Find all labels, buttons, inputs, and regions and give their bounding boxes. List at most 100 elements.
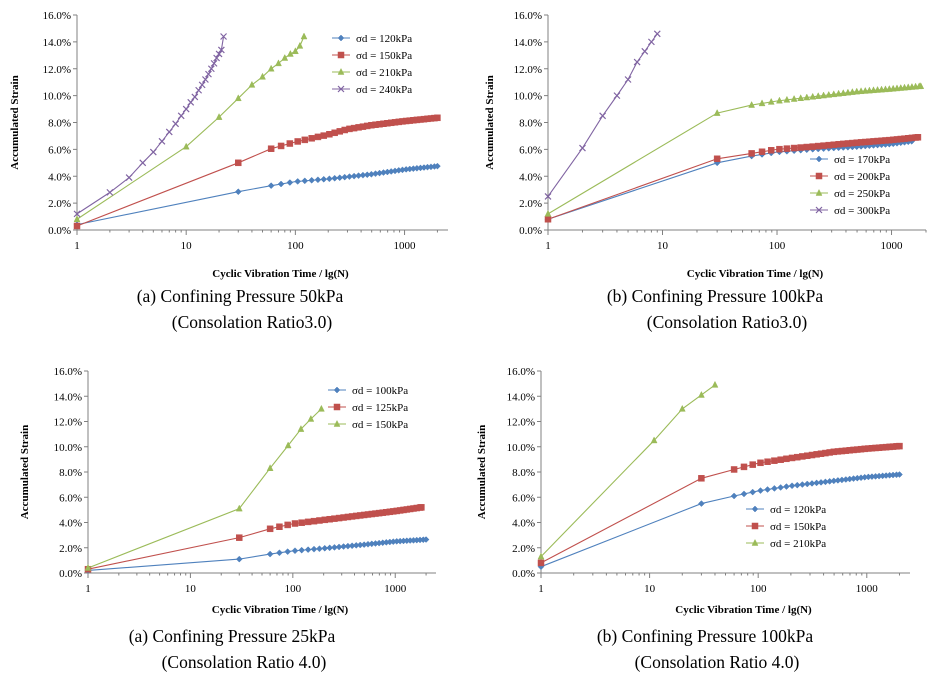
data-point bbox=[771, 485, 778, 492]
y-tick-label: 4.0% bbox=[512, 518, 535, 530]
data-point bbox=[73, 222, 81, 230]
data-point bbox=[757, 487, 764, 494]
panel-caption: (Consolation Ratio3.0) bbox=[172, 312, 333, 332]
panel-caption: (Consolation Ratio3.0) bbox=[647, 312, 808, 332]
data-point bbox=[844, 88, 852, 96]
data-point bbox=[304, 518, 312, 526]
data-point bbox=[740, 490, 748, 498]
y-axis-title: Accumulated Strain bbox=[476, 425, 488, 519]
x-tick-label: 100 bbox=[769, 240, 786, 252]
data-point bbox=[537, 552, 545, 560]
legend-label: σd = 150kPa bbox=[352, 419, 408, 431]
chart-panel-a-25kpa: 0.0% 2.0% 4.0% 6.0% 8.0% 10.0% 12.0% 14.0% 16.0%… bbox=[19, 366, 436, 672]
series-line bbox=[76, 36, 225, 215]
x-axis-title: Cyclic Vibration Time / lg(N) bbox=[675, 604, 812, 616]
data-point bbox=[314, 176, 322, 184]
y-axis-title: Accumulated Strain bbox=[9, 75, 21, 169]
data-point bbox=[300, 32, 308, 40]
legend-marker bbox=[815, 188, 823, 196]
y-tick-label: 2.0% bbox=[519, 198, 542, 210]
data-point bbox=[106, 188, 114, 196]
data-point bbox=[286, 179, 294, 186]
data-point bbox=[793, 481, 801, 489]
legend-marker bbox=[815, 155, 823, 163]
x-axis-title: Cyclic Vibration Time / lg(N) bbox=[687, 268, 824, 280]
data-point bbox=[613, 92, 621, 100]
panel-caption: (a) Confining Pressure 50kPa bbox=[137, 286, 344, 306]
data-point bbox=[291, 47, 299, 55]
series-green bbox=[544, 82, 925, 217]
data-point bbox=[713, 109, 721, 116]
legend-marker bbox=[815, 172, 823, 180]
data-point bbox=[321, 544, 329, 552]
y-tick-label: 16.0% bbox=[514, 10, 542, 22]
x-tick-label: 1 bbox=[538, 583, 544, 595]
y-tick-label: 8.0% bbox=[519, 118, 542, 130]
data-point bbox=[740, 463, 748, 471]
x-tick-label: 10 bbox=[657, 240, 669, 252]
data-point bbox=[758, 99, 766, 107]
data-point bbox=[764, 486, 771, 493]
data-point bbox=[307, 414, 315, 422]
data-point bbox=[776, 96, 783, 104]
series-red bbox=[84, 504, 425, 573]
data-point bbox=[730, 492, 738, 500]
data-point bbox=[217, 46, 225, 54]
data-point bbox=[749, 461, 756, 468]
data-point bbox=[284, 521, 291, 529]
data-point bbox=[698, 500, 705, 507]
legend-marker bbox=[333, 403, 341, 411]
series-line bbox=[87, 408, 322, 569]
data-point bbox=[830, 90, 838, 98]
y-tick-label: 14.0% bbox=[507, 391, 535, 403]
data-point bbox=[195, 86, 203, 94]
data-point bbox=[235, 555, 243, 563]
legend-marker bbox=[333, 419, 341, 427]
data-point bbox=[633, 58, 641, 66]
data-point bbox=[647, 38, 655, 46]
y-tick-label: 16.0% bbox=[54, 366, 82, 378]
y-tick-label: 14.0% bbox=[514, 37, 542, 49]
data-point bbox=[914, 134, 922, 141]
data-point bbox=[783, 455, 790, 463]
data-point bbox=[809, 92, 817, 100]
y-tick-label: 16.0% bbox=[507, 366, 535, 378]
y-tick-label: 2.0% bbox=[59, 543, 82, 555]
data-point bbox=[835, 89, 843, 97]
y-tick-label: 2.0% bbox=[48, 198, 71, 210]
data-point bbox=[198, 81, 206, 89]
legend-label: σd = 120kPa bbox=[770, 504, 826, 516]
y-tick-label: 4.0% bbox=[59, 518, 82, 530]
y-tick-label: 16.0% bbox=[43, 10, 71, 22]
data-point bbox=[158, 137, 166, 145]
x-tick-label: 1 bbox=[85, 583, 91, 595]
data-point bbox=[422, 536, 430, 543]
data-point bbox=[205, 70, 212, 78]
data-point bbox=[711, 380, 719, 388]
data-point bbox=[544, 209, 552, 217]
data-point bbox=[331, 174, 339, 182]
data-point bbox=[297, 425, 305, 432]
data-point bbox=[434, 162, 441, 170]
data-point bbox=[814, 92, 822, 99]
data-point bbox=[310, 545, 318, 553]
legend-marker bbox=[337, 34, 345, 42]
data-point bbox=[215, 113, 223, 120]
y-tick-label: 4.0% bbox=[519, 171, 542, 183]
data-point bbox=[783, 483, 790, 490]
data-point bbox=[579, 144, 586, 152]
series-green bbox=[73, 32, 308, 222]
y-tick-label: 12.0% bbox=[43, 64, 71, 76]
y-tick-label: 0.0% bbox=[48, 225, 71, 237]
x-axis-title: Cyclic Vibration Time / lg(N) bbox=[212, 604, 349, 616]
data-point bbox=[73, 215, 81, 222]
y-tick-label: 10.0% bbox=[43, 91, 71, 103]
data-point bbox=[284, 441, 292, 449]
data-point bbox=[308, 176, 316, 184]
x-tick-label: 100 bbox=[287, 240, 304, 252]
data-point bbox=[267, 145, 275, 152]
data-point bbox=[207, 65, 215, 73]
y-tick-label: 14.0% bbox=[54, 391, 82, 403]
series-green bbox=[84, 404, 325, 571]
